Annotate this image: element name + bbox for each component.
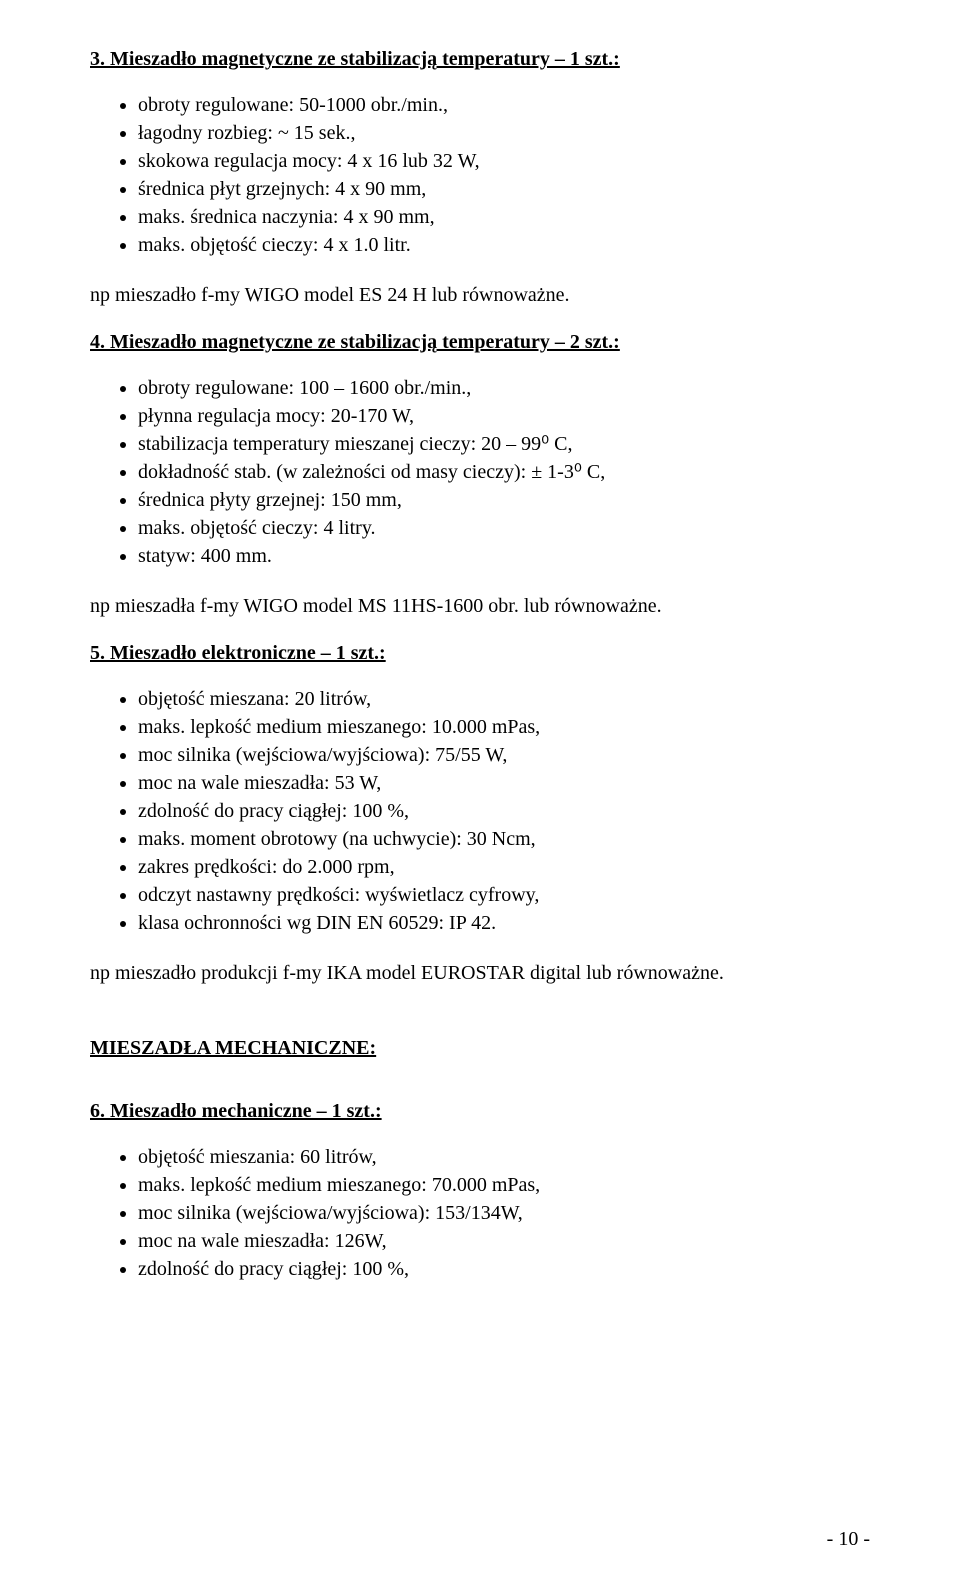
list-item: maks. średnica naczynia: 4 x 90 mm,: [138, 203, 870, 231]
section-4-heading: 4. Mieszadło magnetyczne ze stabilizacją…: [90, 331, 870, 354]
section-6-bullets: objętość mieszania: 60 litrów, maks. lep…: [90, 1143, 870, 1283]
list-item: obroty regulowane: 50-1000 obr./min.,: [138, 91, 870, 119]
list-item: moc silnika (wejściowa/wyjściowa): 75/55…: [138, 741, 870, 769]
section-4-note: np mieszadła f-my WIGO model MS 11HS-160…: [90, 592, 870, 620]
section-3-note: np mieszadło f-my WIGO model ES 24 H lub…: [90, 281, 870, 309]
list-item: maks. lepkość medium mieszanego: 10.000 …: [138, 713, 870, 741]
list-item: stabilizacja temperatury mieszanej ciecz…: [138, 430, 870, 458]
list-item: maks. moment obrotowy (na uchwycie): 30 …: [138, 825, 870, 853]
spacer: [90, 1080, 870, 1100]
list-item: zdolność do pracy ciągłej: 100 %,: [138, 1255, 870, 1283]
section-4-bullets: obroty regulowane: 100 – 1600 obr./min.,…: [90, 374, 870, 570]
section-3-heading: 3. Mieszadło magnetyczne ze stabilizacją…: [90, 48, 870, 71]
list-item: moc na wale mieszadła: 126W,: [138, 1227, 870, 1255]
list-item: statyw: 400 mm.: [138, 542, 870, 570]
list-item: dokładność stab. (w zależności od masy c…: [138, 458, 870, 486]
page: 3. Mieszadło magnetyczne ze stabilizacją…: [0, 0, 960, 1587]
list-item: średnica płyty grzejnej: 150 mm,: [138, 486, 870, 514]
list-item: średnica płyt grzejnych: 4 x 90 mm,: [138, 175, 870, 203]
list-item: maks. objętość cieczy: 4 x 1.0 litr.: [138, 231, 870, 259]
list-item: skokowa regulacja mocy: 4 x 16 lub 32 W,: [138, 147, 870, 175]
section-3-bullets: obroty regulowane: 50-1000 obr./min., ła…: [90, 91, 870, 259]
list-item: odczyt nastawny prędkości: wyświetlacz c…: [138, 881, 870, 909]
list-item: maks. lepkość medium mieszanego: 70.000 …: [138, 1171, 870, 1199]
list-item: moc na wale mieszadła: 53 W,: [138, 769, 870, 797]
section-5-bullets: objętość mieszana: 20 litrów, maks. lepk…: [90, 685, 870, 937]
list-item: klasa ochronności wg DIN EN 60529: IP 42…: [138, 909, 870, 937]
list-item: objętość mieszania: 60 litrów,: [138, 1143, 870, 1171]
list-item: maks. objętość cieczy: 4 litry.: [138, 514, 870, 542]
list-item: obroty regulowane: 100 – 1600 obr./min.,: [138, 374, 870, 402]
section-6-heading: 6. Mieszadło mechaniczne – 1 szt.:: [90, 1100, 870, 1123]
section-5-heading: 5. Mieszadło elektroniczne – 1 szt.:: [90, 642, 870, 665]
page-number: - 10 -: [827, 1528, 870, 1551]
spacer: [90, 1009, 870, 1037]
list-item: zdolność do pracy ciągłej: 100 %,: [138, 797, 870, 825]
list-item: łagodny rozbieg: ~ 15 sek.,: [138, 119, 870, 147]
list-item: zakres prędkości: do 2.000 rpm,: [138, 853, 870, 881]
list-item: płynna regulacja mocy: 20-170 W,: [138, 402, 870, 430]
list-item: objętość mieszana: 20 litrów,: [138, 685, 870, 713]
section-5-note: np mieszadło produkcji f-my IKA model EU…: [90, 959, 870, 987]
list-item: moc silnika (wejściowa/wyjściowa): 153/1…: [138, 1199, 870, 1227]
group-heading-mechaniczne: MIESZADŁA MECHANICZNE:: [90, 1037, 870, 1060]
